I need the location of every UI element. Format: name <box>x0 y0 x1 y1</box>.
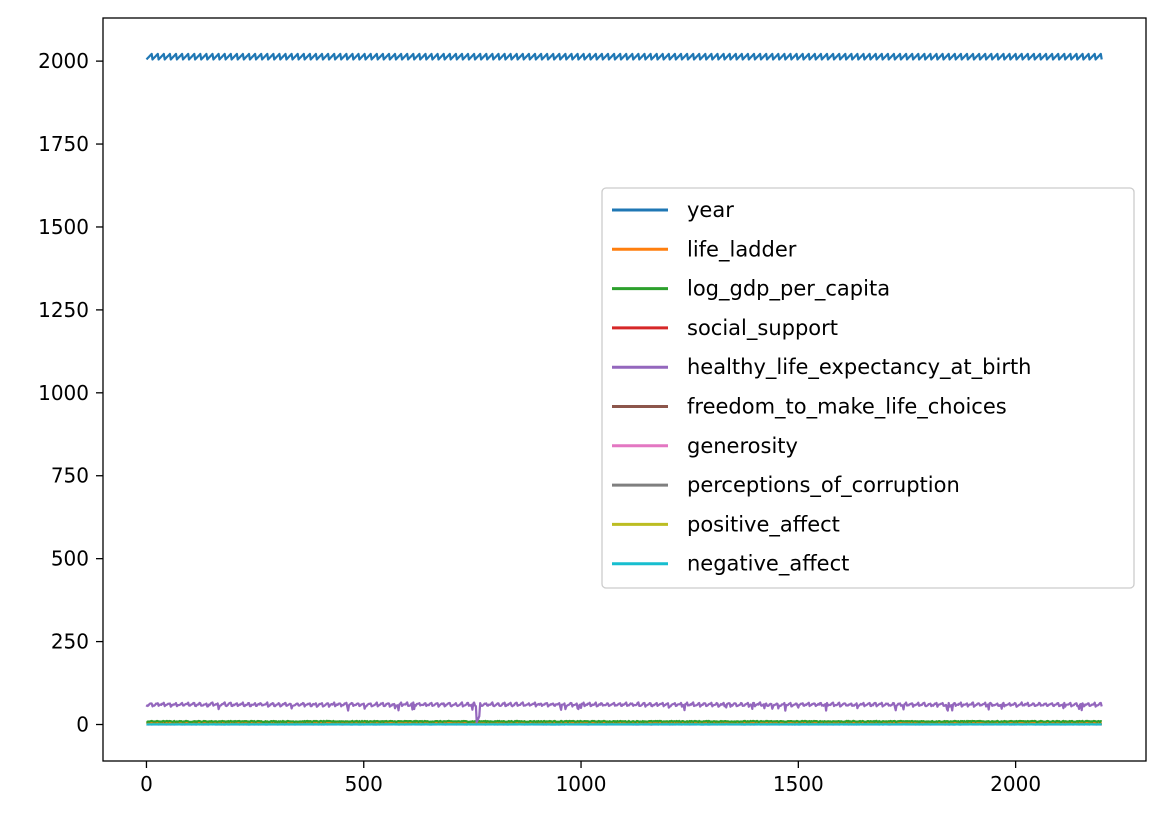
legend-label-healthy-life-expectancy-at-birth: healthy_life_expectancy_at_birth <box>687 355 1032 380</box>
legend-box <box>602 188 1134 588</box>
legend: year life_ladder log_gdp_per_capita social_… <box>602 188 1134 588</box>
y-tick-label: 1000 <box>38 381 89 405</box>
legend-label-perceptions-of-corruption: perceptions_of_corruption <box>687 473 960 498</box>
y-tick-label: 500 <box>51 547 89 571</box>
legend-label-year: year <box>687 198 734 222</box>
legend-label-generosity: generosity <box>687 434 798 458</box>
x-tick-label: 2000 <box>990 772 1041 796</box>
legend-label-social-support: social_support <box>687 316 838 341</box>
legend-label-negative-affect: negative_affect <box>687 552 849 577</box>
y-tick-label: 1750 <box>38 132 89 156</box>
y-tick-label: 2000 <box>38 49 89 73</box>
y-tick-label: 1250 <box>38 298 89 322</box>
y-tick-label: 1500 <box>38 215 89 239</box>
y-tick-label: 750 <box>51 464 89 488</box>
legend-label-life-ladder: life_ladder <box>687 237 797 262</box>
y-tick-label: 250 <box>51 630 89 654</box>
legend-label-log-gdp-per-capita: log_gdp_per_capita <box>687 277 890 302</box>
series-line-log-gdp-per-capita <box>147 721 1102 722</box>
x-tick-label: 1500 <box>773 772 824 796</box>
x-tick-label: 1000 <box>556 772 607 796</box>
legend-label-freedom-to-make-life-choices: freedom_to_make_life_choices <box>687 395 1007 420</box>
legend-label-positive-affect: positive_affect <box>687 512 840 537</box>
x-tick-label: 500 <box>345 772 383 796</box>
x-tick-label: 0 <box>140 772 153 796</box>
y-tick-label: 0 <box>76 713 89 737</box>
